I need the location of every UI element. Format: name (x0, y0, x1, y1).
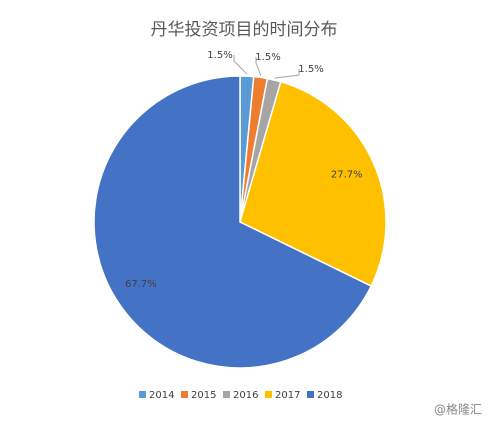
leader-line (255, 57, 262, 76)
pie-slice (239, 80, 387, 288)
legend-label: 2018 (317, 390, 342, 401)
legend-label: 2014 (149, 390, 174, 401)
pie-slice (93, 75, 373, 369)
legend-label: 2017 (275, 390, 300, 401)
data-label: 1.5% (255, 52, 280, 63)
legend-swatch (139, 391, 146, 398)
data-label: 27.7% (331, 170, 363, 181)
chart-title: 丹华投资项目的时间分布 (151, 20, 338, 40)
watermark: @格隆汇 (434, 402, 482, 417)
data-label: 1.5% (207, 50, 232, 61)
data-label: 1.5% (298, 64, 323, 75)
legend-swatch (223, 391, 230, 398)
leader-line (274, 69, 300, 79)
legend-label: 2016 (233, 390, 258, 401)
legend-swatch (307, 391, 314, 398)
legend-swatch (181, 391, 188, 398)
legend-swatch (265, 391, 272, 398)
data-label: 67.7% (125, 279, 157, 290)
legend-label: 2015 (191, 390, 216, 401)
leader-line (233, 55, 248, 75)
